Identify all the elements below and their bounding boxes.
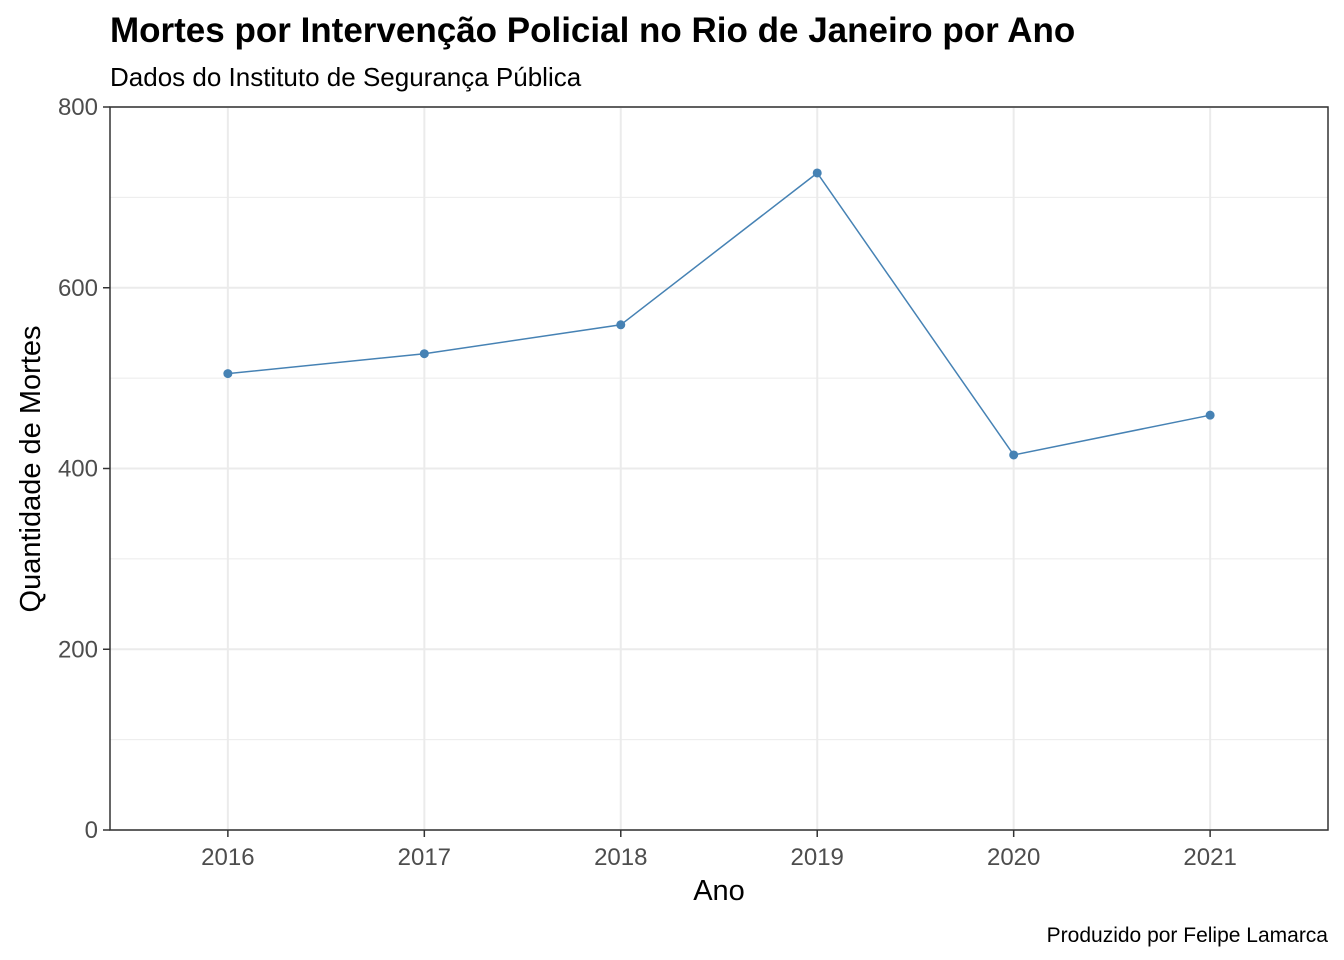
x-axis: 2016 2017 2018 2019 2020 2021 <box>201 830 1237 871</box>
data-point <box>223 369 233 379</box>
x-tick-label: 2018 <box>594 844 647 871</box>
x-tick-label: 2017 <box>398 844 451 871</box>
data-point <box>616 320 626 330</box>
y-tick-label: 800 <box>58 94 98 121</box>
grid-lines <box>110 106 1328 831</box>
y-tick-label: 0 <box>85 817 98 844</box>
y-tick-label: 400 <box>58 456 98 483</box>
x-axis-title: Ano <box>693 875 745 907</box>
y-tick-label: 600 <box>58 275 98 302</box>
x-tick-label: 2021 <box>1183 844 1236 871</box>
data-point <box>419 349 429 359</box>
panel-border <box>109 106 1329 831</box>
data-point <box>812 168 822 178</box>
series-line <box>227 171 1211 456</box>
x-tick-label: 2020 <box>987 844 1040 871</box>
chart-subtitle: Dados do Instituto de Segurança Pública <box>110 62 582 92</box>
chart-caption: Produzido por Felipe Lamarca <box>1047 924 1329 947</box>
chart-title: Mortes por Intervenção Policial no Rio d… <box>110 11 1075 50</box>
data-point <box>1009 450 1019 460</box>
y-axis: 0 200 400 600 800 <box>58 94 110 844</box>
y-axis-title: Quantidade de Mortes <box>15 326 47 613</box>
data-point <box>1205 410 1215 420</box>
x-tick-label: 2019 <box>791 844 844 871</box>
x-tick-label: 2016 <box>201 844 254 871</box>
data-series <box>223 168 1215 460</box>
y-tick-label: 200 <box>58 636 98 663</box>
